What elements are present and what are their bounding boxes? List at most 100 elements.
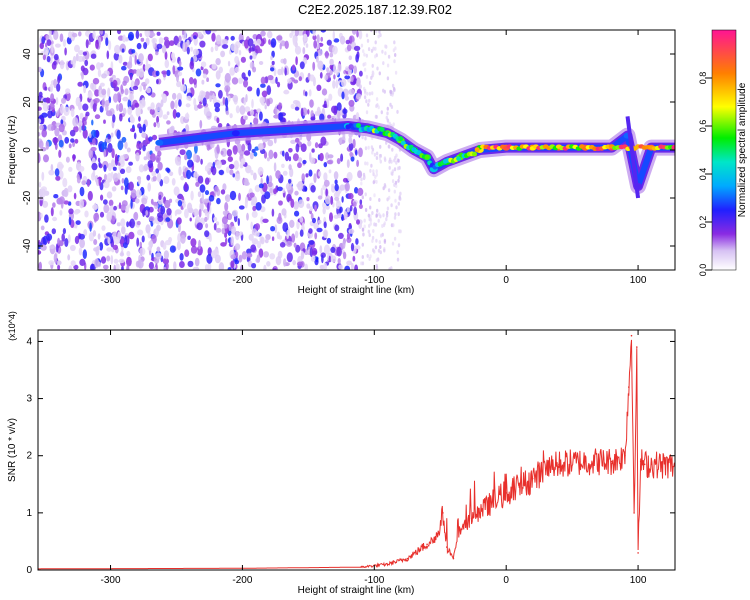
noise-speck: [92, 138, 96, 146]
noise-speck: [79, 238, 85, 249]
noise-speck: [238, 192, 241, 201]
noise-speck: [175, 156, 181, 166]
noise-speck: [40, 188, 46, 198]
ridge-core: [398, 136, 404, 142]
noise-speck: [93, 212, 100, 222]
noise-speck: [103, 204, 110, 214]
noise-speck: [184, 154, 188, 161]
noise-speck: [50, 207, 54, 217]
noise-speck: [52, 137, 59, 144]
noise-speck: [397, 212, 400, 217]
noise-speck: [130, 198, 133, 209]
noise-speck: [315, 55, 319, 63]
noise-speck: [121, 266, 124, 270]
noise-speck: [189, 217, 192, 222]
noise-speck: [301, 222, 305, 231]
noise-speck: [234, 66, 240, 73]
noise-speck: [331, 185, 336, 193]
noise-speck: [262, 218, 269, 223]
noise-speck: [205, 223, 209, 229]
noise-speck: [136, 237, 140, 247]
noise-speck: [304, 263, 308, 270]
noise-speck: [224, 194, 231, 203]
noise-speck: [151, 134, 158, 141]
noise-speck: [126, 264, 130, 270]
noise-speck: [364, 208, 368, 212]
noise-speck: [393, 59, 396, 64]
noise-speck: [227, 267, 232, 270]
noise-speck: [398, 165, 401, 170]
noise-speck: [395, 160, 398, 165]
noise-speck: [225, 166, 230, 174]
noise-speck: [393, 167, 397, 172]
noise-speck: [168, 126, 175, 135]
noise-speck: [374, 54, 377, 59]
noise-speck: [224, 97, 229, 108]
noise-speck: [375, 97, 379, 102]
noise-speck: [314, 204, 317, 210]
noise-speck: [92, 204, 99, 210]
noise-speck: [164, 199, 171, 209]
noise-speck: [201, 91, 206, 97]
noise-speck: [345, 39, 351, 45]
noise-speck: [38, 153, 41, 163]
noise-speck: [138, 53, 144, 63]
noise-speck: [274, 106, 278, 116]
noise-speck: [45, 97, 50, 104]
noise-speck: [267, 181, 273, 188]
noise-speck: [90, 146, 97, 152]
noise-speck: [395, 184, 398, 189]
noise-speck: [204, 264, 209, 270]
noise-speck: [263, 251, 269, 258]
noise-speck: [131, 49, 136, 54]
noise-speck: [376, 208, 379, 213]
noise-speck: [218, 169, 224, 176]
noise-speck: [264, 191, 271, 200]
noise-speck: [316, 227, 323, 233]
noise-speck: [251, 210, 258, 218]
noise-speck: [368, 257, 371, 261]
noise-speck: [304, 186, 308, 192]
noise-speck: [83, 84, 87, 94]
noise-speck: [139, 85, 142, 92]
noise-speck: [51, 125, 54, 131]
noise-speck: [243, 80, 248, 88]
noise-speck: [284, 67, 287, 76]
snr-point: [492, 500, 494, 503]
noise-speck: [92, 103, 97, 112]
noise-speck: [96, 62, 101, 70]
noise-speck: [210, 30, 217, 33]
noise-speck: [155, 168, 160, 174]
noise-speck: [190, 238, 197, 247]
noise-speck: [268, 175, 273, 184]
noise-speck: [332, 80, 336, 89]
noise-speck: [177, 71, 183, 77]
noise-speck: [44, 86, 48, 91]
noise-speck: [163, 36, 169, 41]
noise-speck: [257, 143, 264, 151]
noise-speck: [38, 181, 42, 188]
noise-speck: [144, 30, 151, 38]
noise-speck: [278, 212, 282, 222]
noise-speck: [157, 121, 160, 128]
noise-speck: [269, 78, 276, 84]
noise-speck: [344, 265, 351, 270]
snr-point: [636, 346, 638, 348]
noise-speck: [121, 226, 126, 235]
noise-speck: [222, 44, 229, 49]
noise-speck: [62, 39, 66, 47]
noise-speck: [221, 227, 226, 235]
noise-speck: [354, 187, 359, 194]
noise-speck: [157, 150, 162, 157]
noise-speck: [116, 222, 121, 227]
noise-speck: [355, 93, 362, 100]
snr-multiplier: (x10^4): [7, 311, 17, 341]
noise-speck: [139, 103, 142, 108]
noise-speck: [112, 166, 117, 171]
noise-speck: [371, 211, 374, 215]
noise-speck: [106, 255, 111, 262]
noise-speck: [94, 258, 100, 269]
noise-speck: [64, 136, 70, 144]
noise-speck: [95, 39, 99, 50]
